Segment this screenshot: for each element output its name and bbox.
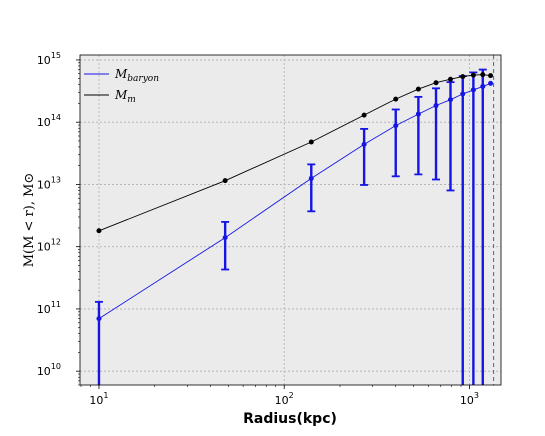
x-tick-label: 103	[460, 391, 479, 407]
x-tick-label-exponent: 1	[103, 391, 108, 400]
plot-background	[80, 55, 501, 385]
data-point	[480, 72, 486, 78]
y-tick-label-base: 10	[37, 365, 51, 378]
y-tick-label-base: 10	[37, 178, 51, 191]
y-tick-label: 1010	[37, 362, 61, 378]
data-point	[308, 139, 314, 145]
data-point	[361, 112, 367, 118]
y-tick-label-exponent: 14	[51, 113, 61, 122]
data-point	[447, 76, 453, 82]
data-point	[96, 316, 102, 322]
data-point	[488, 80, 494, 86]
legend-label-m-main: M	[114, 88, 128, 102]
grid-lines	[80, 55, 501, 385]
y-tick-label: 1013	[37, 175, 61, 191]
y-tick-label: 1015	[37, 51, 61, 67]
x-tick-label-base: 10	[275, 394, 289, 407]
legend-label-baryon: Mbaryon	[114, 67, 159, 84]
data-point	[433, 80, 439, 86]
y-tick-label: 1012	[37, 238, 61, 254]
data-point	[460, 91, 466, 97]
data-point	[470, 87, 476, 93]
data-point	[96, 228, 102, 234]
legend-label-baryon-sub: baryon	[127, 74, 159, 84]
y-tick-label-base: 10	[37, 241, 51, 254]
series-baryon	[94, 68, 494, 385]
data-point	[480, 83, 486, 89]
legend-label-m: Mm	[114, 88, 136, 105]
legend-label-m-sub: m	[127, 95, 136, 105]
y-tick-label-base: 10	[37, 54, 51, 67]
y-tick-label-base: 10	[37, 303, 51, 316]
data-point	[393, 96, 399, 102]
y-tick-label-base: 10	[37, 116, 51, 129]
y-tick-label-exponent: 13	[51, 175, 61, 184]
y-tick-label: 1011	[37, 300, 61, 316]
data-point	[460, 74, 466, 80]
x-tick-label-base: 10	[89, 394, 103, 407]
x-tick-label: 101	[89, 391, 108, 407]
x-axis-title: Radius(kpc)	[243, 411, 337, 427]
legend-label-baryon-main: M	[114, 67, 128, 81]
series-layer	[94, 68, 494, 385]
y-tick-label-exponent: 11	[51, 300, 61, 309]
data-point	[415, 111, 421, 117]
legend: Mbaryon Mm	[84, 67, 159, 105]
series-m	[96, 72, 494, 234]
data-point	[415, 86, 421, 92]
x-tick-label-base: 10	[460, 394, 474, 407]
x-tick-label-exponent: 2	[289, 391, 294, 400]
data-point	[222, 178, 228, 184]
data-point	[393, 123, 399, 129]
y-tick-label-exponent: 10	[51, 362, 61, 371]
data-point	[470, 72, 476, 78]
data-point	[488, 73, 494, 79]
data-point	[222, 235, 228, 241]
y-axis-title: M(M < r), M⊙	[22, 173, 37, 268]
data-point	[361, 141, 367, 147]
plot-frame	[79, 54, 502, 386]
data-point	[433, 103, 439, 109]
x-tick-label-exponent: 3	[474, 391, 479, 400]
data-point	[308, 175, 314, 181]
data-point	[447, 97, 453, 103]
y-tick-label-exponent: 12	[51, 238, 61, 247]
y-tick-label-exponent: 15	[51, 51, 61, 60]
x-tick-label: 102	[275, 391, 294, 407]
y-tick-label: 1014	[37, 113, 61, 129]
